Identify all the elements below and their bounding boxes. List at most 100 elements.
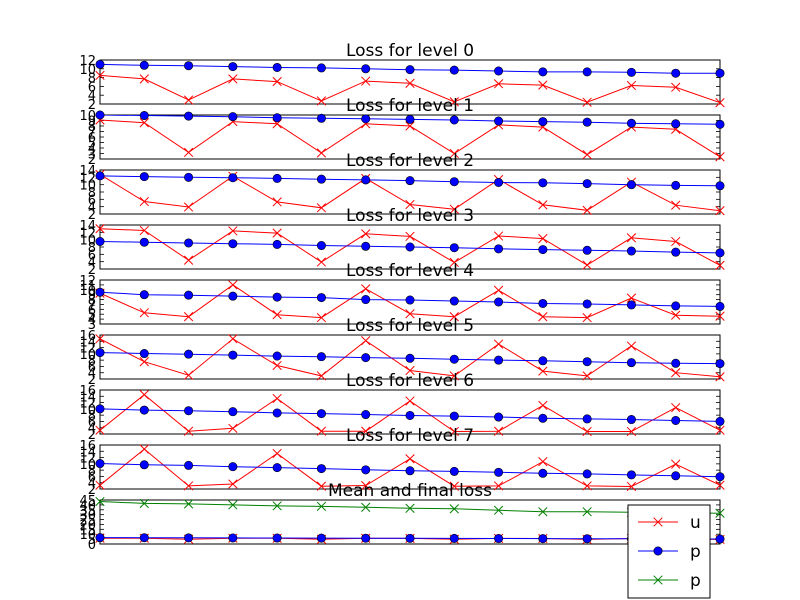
data-point-p bbox=[272, 62, 282, 72]
data-point-u bbox=[361, 480, 371, 491]
data-point-p bbox=[626, 358, 636, 368]
data-point-p bbox=[405, 466, 415, 476]
subplot-title: Loss for level 7 bbox=[346, 426, 474, 446]
data-point-p bbox=[405, 353, 415, 363]
y-tick-label: 3 bbox=[88, 318, 96, 333]
data-point-p2 bbox=[361, 502, 371, 512]
data-point-p bbox=[95, 404, 105, 414]
subplot-title: Loss for level 5 bbox=[346, 316, 474, 336]
data-point-u bbox=[449, 371, 459, 381]
y-tick-label: 8 bbox=[88, 72, 96, 87]
y-tick-label: 4 bbox=[88, 367, 96, 382]
data-point-p bbox=[494, 412, 504, 422]
data-point-p bbox=[449, 115, 459, 125]
data-point-p bbox=[671, 68, 681, 78]
y-tick-label: 35 bbox=[79, 504, 96, 519]
data-point-p bbox=[405, 533, 415, 543]
data-point-p bbox=[316, 174, 326, 184]
data-point-p bbox=[671, 471, 681, 481]
subplot-title: Loss for level 3 bbox=[346, 206, 474, 226]
data-point-p bbox=[405, 410, 415, 420]
y-tick-label: 45 bbox=[79, 494, 96, 509]
data-point-u bbox=[715, 98, 725, 108]
y-tick-label: 2 bbox=[88, 263, 96, 278]
legend-entry: p bbox=[638, 571, 701, 591]
y-tick-label: 6 bbox=[88, 303, 96, 318]
data-point-u bbox=[626, 481, 637, 492]
data-point-u bbox=[626, 426, 637, 437]
data-point-p bbox=[272, 351, 282, 361]
data-point-p bbox=[316, 113, 326, 123]
data-point-p bbox=[228, 350, 238, 360]
y-tick-label: 6 bbox=[88, 470, 96, 485]
data-point-u bbox=[316, 96, 327, 106]
y-tick-label: 4 bbox=[88, 142, 96, 157]
data-point-p bbox=[494, 66, 504, 76]
data-point-p bbox=[538, 298, 548, 308]
data-point-p bbox=[228, 533, 238, 543]
y-tick-label: 8 bbox=[88, 186, 96, 201]
data-point-p bbox=[494, 297, 504, 307]
data-point-u bbox=[449, 481, 459, 491]
data-point-p bbox=[582, 534, 592, 544]
data-point-p bbox=[715, 359, 725, 369]
data-point-u bbox=[538, 200, 548, 210]
data-point-p2 bbox=[139, 498, 149, 509]
data-point-p bbox=[316, 241, 326, 251]
legend-label: p bbox=[690, 571, 701, 591]
data-point-u bbox=[228, 479, 238, 489]
data-point-u bbox=[183, 426, 194, 436]
data-point-u bbox=[449, 312, 459, 322]
data-point-p bbox=[449, 296, 459, 306]
data-point-p bbox=[715, 119, 725, 129]
data-point-u bbox=[582, 149, 592, 160]
data-point-p bbox=[361, 241, 371, 251]
subplot-title: Loss for level 6 bbox=[346, 371, 474, 391]
data-point-u bbox=[361, 336, 371, 346]
y-tick-label: 6 bbox=[88, 193, 96, 208]
data-point-u bbox=[139, 225, 149, 236]
legend-label: p bbox=[690, 542, 701, 562]
data-point-p bbox=[494, 177, 504, 187]
data-point-p bbox=[361, 353, 371, 363]
y-tick-label: 8 bbox=[88, 354, 96, 369]
legend-label: u bbox=[690, 513, 701, 533]
y-tick-label: 10 bbox=[79, 284, 96, 299]
data-point-u bbox=[228, 280, 238, 290]
y-tick-label: 0 bbox=[88, 538, 96, 553]
data-point-p bbox=[494, 534, 504, 544]
y-tick-label: 14 bbox=[79, 445, 96, 460]
data-point-u bbox=[582, 97, 592, 107]
data-point-p bbox=[361, 410, 371, 420]
data-point-u bbox=[316, 481, 327, 491]
data-point-p bbox=[139, 290, 149, 300]
data-point-p bbox=[95, 237, 105, 247]
data-point-p bbox=[361, 64, 371, 74]
data-point-u bbox=[671, 368, 681, 378]
data-point-p bbox=[139, 237, 149, 247]
data-point-u bbox=[449, 148, 459, 159]
y-tick-label: 12 bbox=[79, 274, 96, 289]
data-point-u bbox=[582, 371, 592, 381]
data-point-u bbox=[715, 152, 725, 162]
data-point-p bbox=[95, 171, 105, 181]
data-point-u bbox=[405, 309, 415, 319]
data-point-u bbox=[139, 390, 149, 400]
data-point-u bbox=[671, 200, 681, 210]
subplot-title: Loss for level 0 bbox=[346, 41, 474, 61]
data-point-p bbox=[626, 118, 636, 128]
legend: upp bbox=[627, 504, 711, 599]
subplot-title: Loss for level 4 bbox=[346, 261, 474, 281]
y-tick-label: 10 bbox=[79, 234, 96, 249]
data-point-p bbox=[361, 175, 371, 185]
y-tick-label: 10 bbox=[79, 63, 96, 78]
data-point-p bbox=[316, 352, 326, 362]
y-tick-label: 8 bbox=[88, 120, 96, 135]
subplot-title: Mean and final loss bbox=[328, 481, 492, 501]
y-tick-label: 16 bbox=[79, 329, 96, 344]
data-point-u bbox=[405, 365, 415, 376]
data-point-p bbox=[715, 416, 725, 426]
data-point-u bbox=[582, 205, 592, 215]
